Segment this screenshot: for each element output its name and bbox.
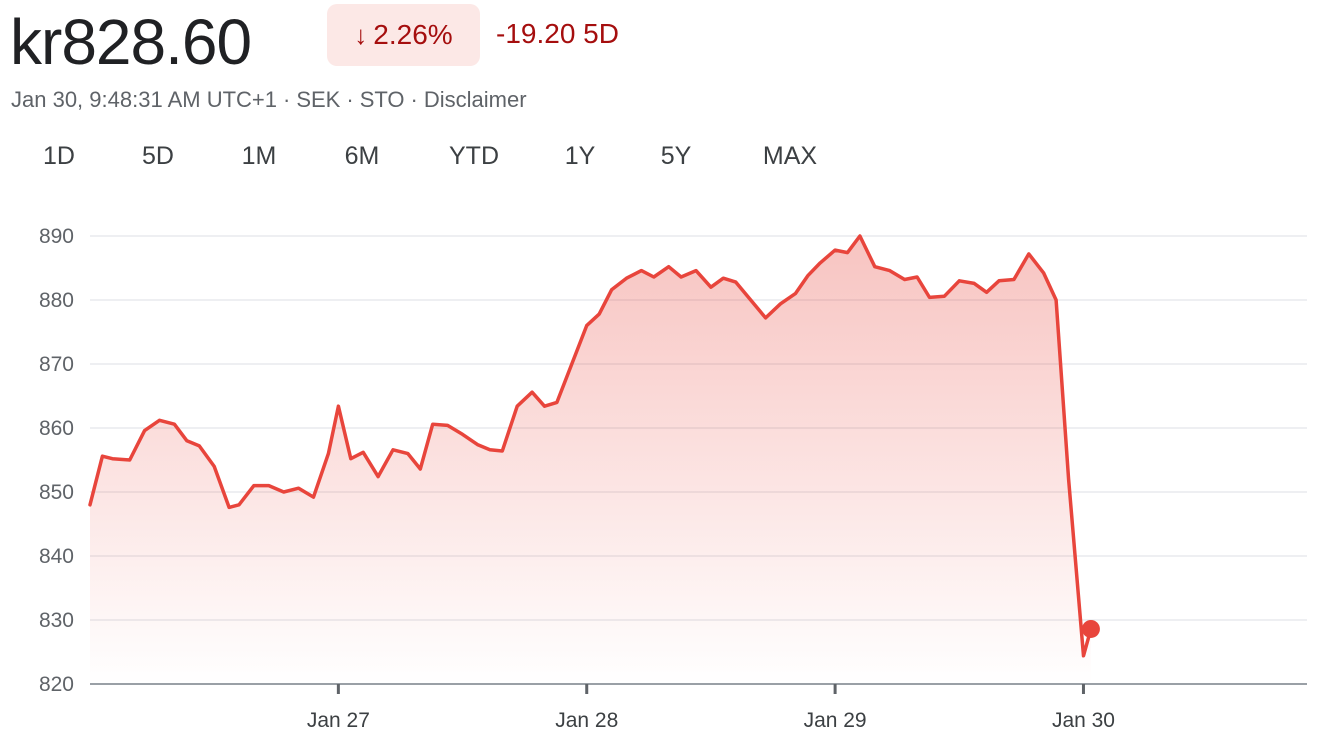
disclaimer-link[interactable]: Disclaimer bbox=[423, 87, 527, 112]
range-tabs: 1D 5D 1M 6M YTD 1Y 5Y MAX bbox=[0, 136, 900, 182]
separator: · bbox=[346, 87, 354, 112]
x-tick-label: Jan 30 bbox=[1052, 709, 1115, 732]
y-tick-label: 820 bbox=[39, 673, 74, 696]
y-tick-label: 830 bbox=[39, 609, 74, 632]
change-percent-badge: ↓ 2.26% bbox=[327, 4, 480, 66]
change-absolute: -19.20 5D bbox=[496, 18, 619, 49]
tab-5y[interactable]: 5Y bbox=[660, 142, 692, 170]
y-axis: 890 880 870 860 850 840 830 820 bbox=[39, 225, 74, 696]
arrow-down-icon: ↓ bbox=[354, 19, 368, 50]
timestamp: Jan 30, 9:48:31 AM UTC+1 bbox=[11, 87, 277, 112]
y-tick-label: 860 bbox=[39, 417, 74, 440]
price-line bbox=[88, 234, 1093, 658]
y-tick-label: 870 bbox=[39, 353, 74, 376]
separator: · bbox=[283, 87, 291, 112]
x-axis: Jan 27 Jan 28 Jan 29 Jan 30 bbox=[307, 684, 1115, 732]
exchange: STO bbox=[359, 87, 405, 112]
x-tick-label: Jan 27 bbox=[307, 709, 370, 732]
tab-1m[interactable]: 1M bbox=[241, 142, 277, 170]
tab-max[interactable]: MAX bbox=[762, 142, 818, 170]
tab-1y[interactable]: 1Y bbox=[564, 142, 596, 170]
y-tick-label: 850 bbox=[39, 481, 74, 504]
tab-1d[interactable]: 1D bbox=[43, 142, 75, 170]
current-price-marker[interactable] bbox=[1081, 619, 1100, 638]
price-area bbox=[90, 236, 1091, 684]
tab-5d[interactable]: 5D bbox=[142, 142, 174, 170]
current-price: kr828.60 bbox=[10, 6, 252, 78]
y-tick-label: 840 bbox=[39, 545, 74, 568]
separator: · bbox=[410, 87, 418, 112]
tab-6m[interactable]: 6M bbox=[344, 142, 380, 170]
x-tick-label: Jan 28 bbox=[555, 709, 618, 732]
quote-meta: Jan 30, 9:48:31 AM UTC+1 · SEK · STO · Disclai… bbox=[11, 86, 527, 114]
change-percent: 2.26% bbox=[373, 19, 453, 50]
y-tick-label: 890 bbox=[39, 225, 74, 248]
y-tick-label: 880 bbox=[39, 289, 74, 312]
currency: SEK bbox=[296, 87, 341, 112]
x-tick-label: Jan 29 bbox=[804, 709, 867, 732]
tab-ytd[interactable]: YTD bbox=[449, 142, 499, 170]
